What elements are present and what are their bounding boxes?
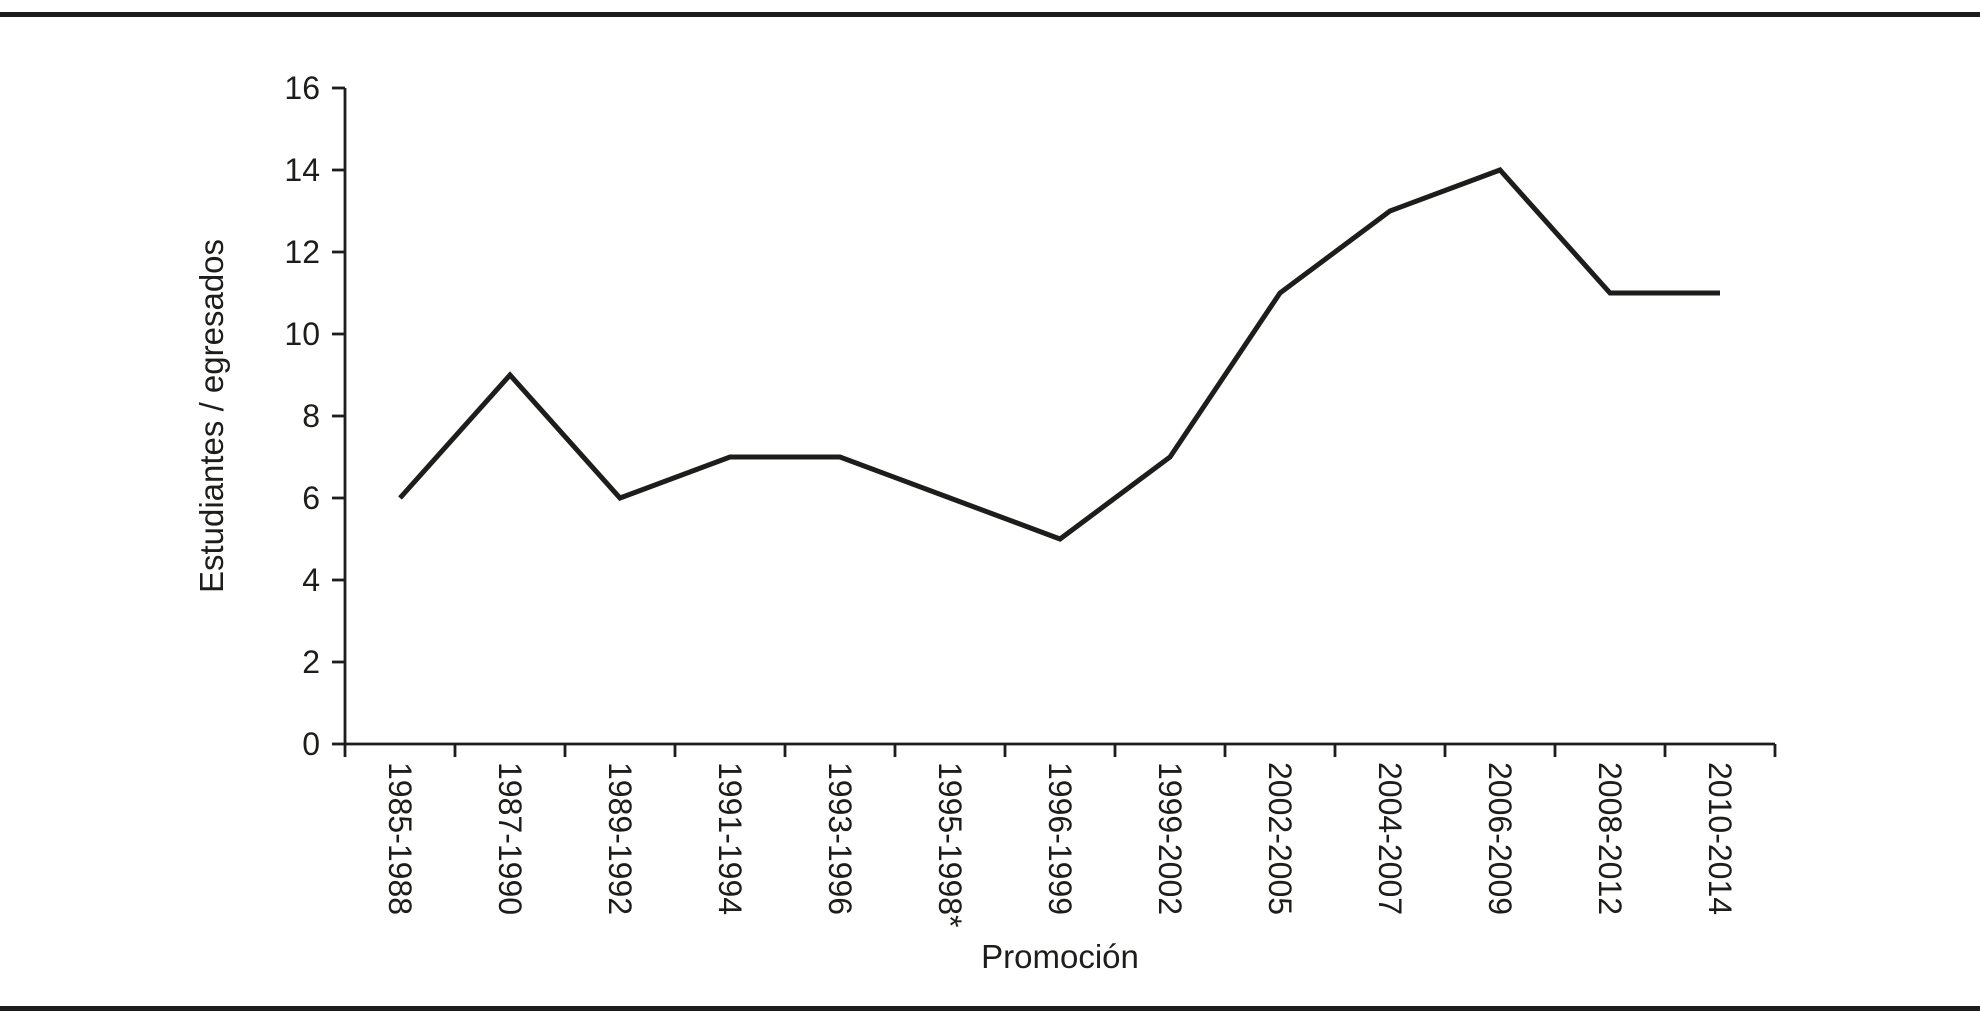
y-axis-tick-labels: 0 2 4 6 8 10 12 14 16 (284, 70, 320, 762)
figure-top-rule (0, 12, 1980, 17)
y-axis-tick-label: 12 (284, 234, 320, 270)
y-axis-tick-label: 16 (284, 70, 320, 106)
x-axis-category-label: 1985-1988 (382, 762, 418, 915)
x-axis-category-label: 1996-1999 (1042, 762, 1078, 915)
y-axis-tick-label: 4 (302, 562, 320, 598)
y-axis-ticks (332, 86, 345, 746)
y-axis-tick-label: 10 (284, 316, 320, 352)
x-axis-category-label: 2006-2009 (1482, 762, 1518, 915)
x-axis-category-labels: 1985-1988 1987-1990 1989-1992 1991-1994 1993… (382, 762, 1738, 927)
x-axis-category-label: 1991-1994 (712, 762, 748, 915)
y-axis-tick-label: 2 (302, 644, 320, 680)
figure-bottom-rule (0, 1006, 1980, 1011)
x-axis-title: Promoción (981, 938, 1139, 975)
x-axis-category-label: 2004-2007 (1372, 762, 1408, 915)
x-axis-category-label: 1993-1996 (822, 762, 858, 915)
x-axis-category-label: 1995-1998* (932, 762, 968, 927)
x-axis-category-label: 1989-1992 (602, 762, 638, 915)
x-axis-category-label: 1987-1990 (492, 762, 528, 915)
x-axis-category-label: 2002-2005 (1262, 762, 1298, 915)
x-axis-ticks (343, 744, 1777, 757)
y-axis-tick-label: 0 (302, 726, 320, 762)
y-axis-tick-label: 14 (284, 152, 320, 188)
data-series-line (398, 167, 1720, 542)
x-axis-category-label: 2008-2012 (1592, 762, 1628, 915)
x-axis-category-label: 1999-2002 (1152, 762, 1188, 915)
y-axis-tick-label: 6 (302, 480, 320, 516)
y-axis-tick-label: 8 (302, 398, 320, 434)
x-axis-category-label: 2010-2014 (1702, 762, 1738, 915)
y-axis-title: Estudiantes / egresados (193, 239, 230, 593)
